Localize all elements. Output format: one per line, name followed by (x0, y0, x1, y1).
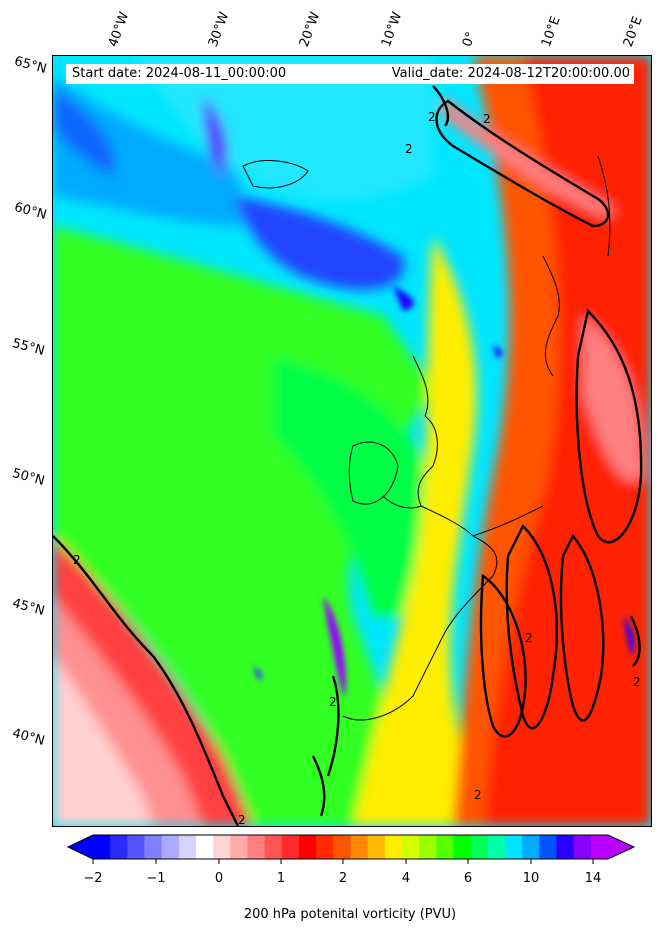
contour-label: 2 (405, 142, 413, 156)
colorbar-cell (470, 835, 489, 859)
colorbar-tick-label: −2 (83, 871, 103, 886)
colorbar-cell (299, 835, 317, 859)
colorbar-cell (505, 835, 523, 859)
contour-label: 2 (633, 675, 641, 689)
colorbar-cell (350, 835, 369, 859)
colorbar-tick-label: 0 (214, 871, 224, 886)
colorbar-tick-label: −1 (146, 871, 166, 886)
colorbar-cell (127, 835, 145, 859)
colorbar-cell (333, 835, 351, 859)
colorbar-cell (110, 835, 128, 859)
colorbar-cell (384, 835, 403, 859)
map-plot: 2 2 2 2 2 2 2 2 2 (52, 55, 652, 827)
colorbar-cell (144, 835, 163, 859)
contour-label: 2 (329, 695, 337, 709)
colorbar-tick-label: 2 (338, 871, 348, 886)
contour-label: 2 (474, 788, 482, 802)
start-date: Start date: 2024-08-11_00:00:00 (72, 66, 287, 81)
colorbar-tick-label: 10 (522, 871, 540, 886)
date-info-box: Start date: 2024-08-11_00:00:00 Valid_da… (66, 64, 634, 84)
colorbar-cell (178, 835, 197, 859)
colorbar-cell (230, 835, 248, 859)
colorbar-cell (316, 835, 334, 859)
colorbar-cell (402, 835, 420, 859)
colorbar-cell (590, 835, 609, 859)
colorbar-cell (539, 835, 557, 859)
colorbar-min-arrow (68, 835, 93, 859)
colorbar-tick-label: 6 (463, 871, 473, 886)
colorbar-max-arrow (608, 835, 634, 859)
colorbar-title: 200 hPa potenital vorticity (PVU) (243, 907, 457, 922)
colorbar-cell (556, 835, 575, 859)
colorbar-cell (196, 835, 214, 859)
contour-label: 2 (428, 110, 436, 124)
colorbar-cell (93, 835, 111, 859)
contour-label: 2 (238, 813, 246, 826)
contour-label: 2 (483, 112, 491, 126)
colorbar-cell (419, 835, 437, 859)
contour-label: 2 (525, 631, 533, 645)
colorbar-cell (436, 835, 454, 859)
colorbar-cell (487, 835, 506, 859)
pv-detail (253, 286, 635, 696)
colorbar-cell (213, 835, 231, 859)
pv-contours (53, 85, 643, 826)
contour-label: 2 (73, 553, 81, 567)
colorbar-cell (264, 835, 283, 859)
colorbar-cell (367, 835, 386, 859)
colorbar-cell (247, 835, 266, 859)
coastlines (242, 155, 611, 721)
colorbar-tick-label: 4 (401, 871, 411, 886)
colorbar-tick-label: 1 (276, 871, 286, 886)
colorbar-cell (281, 835, 300, 859)
colorbar-cell (522, 835, 540, 859)
colorbar-cell (453, 835, 472, 859)
colorbar-tick-label: 14 (584, 871, 602, 886)
colorbar-cell (573, 835, 592, 859)
contour-labels: 2 2 2 2 2 2 2 2 2 (73, 110, 641, 826)
pv-field: 2 2 2 2 2 2 2 2 2 (53, 56, 651, 826)
valid-date: Valid_date: 2024-08-12T20:00:00.00 (391, 66, 630, 81)
colorbar-cell (161, 835, 180, 859)
